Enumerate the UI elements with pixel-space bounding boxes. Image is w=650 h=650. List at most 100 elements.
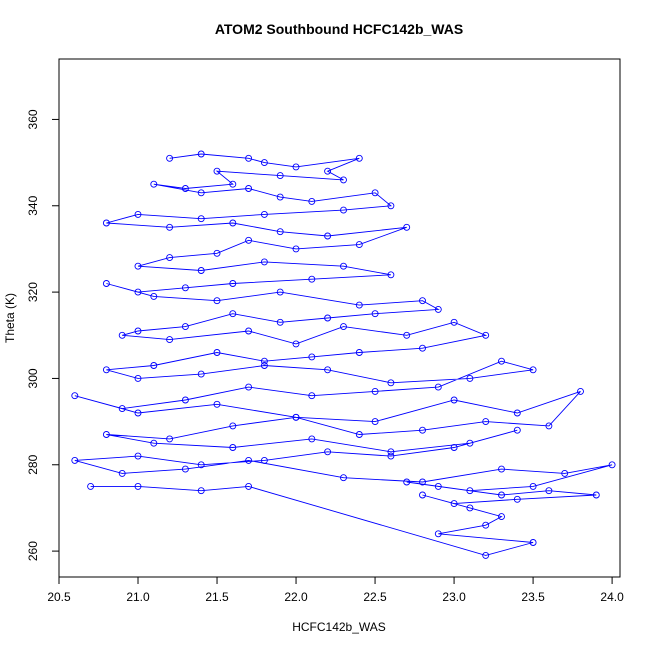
data-point <box>213 249 221 257</box>
data-point <box>260 210 268 218</box>
data-point <box>371 387 379 395</box>
data-point <box>419 344 426 352</box>
data-point <box>498 465 505 473</box>
data-point <box>260 362 268 369</box>
data-point <box>355 241 363 249</box>
data-point <box>292 245 300 253</box>
data-point <box>308 197 316 205</box>
x-tick-label: 21.0 <box>126 590 150 604</box>
data-point <box>276 288 284 296</box>
data-point <box>134 210 142 218</box>
data-point <box>181 185 189 192</box>
data-point <box>419 297 426 305</box>
data-point <box>450 500 458 508</box>
data-point <box>71 392 79 400</box>
y-axis-label: Theta (K) <box>3 293 17 343</box>
data-point <box>403 478 411 486</box>
x-tick-label: 22.0 <box>284 590 308 604</box>
data-point <box>134 482 142 490</box>
y-tick-label: 300 <box>26 368 40 388</box>
data-point <box>387 448 395 456</box>
data-point <box>324 167 332 175</box>
data-point <box>450 444 458 451</box>
data-point <box>134 374 142 382</box>
data-point <box>181 465 189 473</box>
data-point <box>355 431 363 438</box>
data-point <box>577 387 584 395</box>
data-point <box>229 444 237 451</box>
data-point <box>529 482 537 490</box>
data-point <box>150 362 158 369</box>
data-point <box>213 400 221 408</box>
data-point <box>592 491 600 499</box>
data-point <box>419 426 426 434</box>
data-point <box>466 374 474 382</box>
data-point <box>340 176 347 184</box>
data-point <box>118 331 126 339</box>
data-point <box>245 482 253 490</box>
x-tick-label: 21.5 <box>205 590 229 604</box>
data-point <box>308 435 316 443</box>
data-point <box>181 284 189 292</box>
data-point <box>513 495 521 503</box>
y-tick-label: 360 <box>26 109 40 129</box>
chart-title: ATOM2 Southbound HCFC142b_WAS <box>215 21 463 37</box>
data-point <box>229 280 237 287</box>
data-series <box>71 150 616 559</box>
data-point <box>387 271 395 279</box>
data-point <box>324 314 332 322</box>
data-point <box>260 258 268 266</box>
data-point <box>181 323 189 331</box>
data-point <box>276 228 284 236</box>
x-axis-label: HCFC142b_WAS <box>292 620 386 634</box>
data-point <box>229 422 237 430</box>
data-point <box>118 405 126 413</box>
data-point <box>371 310 379 318</box>
data-point <box>482 331 490 339</box>
data-point <box>213 167 221 175</box>
data-point <box>482 551 490 559</box>
data-point <box>71 456 79 464</box>
data-point <box>197 461 205 469</box>
data-point <box>324 366 332 374</box>
data-point <box>340 474 347 482</box>
x-axis: 20.5 21.0 21.5 22.0 22.5 23.0 23.5 24.0 <box>47 576 624 604</box>
data-point <box>134 327 142 335</box>
data-point <box>118 469 126 477</box>
data-point <box>260 159 268 167</box>
data-point <box>450 318 458 326</box>
data-point <box>245 327 253 335</box>
data-point <box>403 223 411 231</box>
data-point <box>529 539 537 546</box>
data-point <box>150 292 158 300</box>
data-point <box>245 383 253 391</box>
plot-frame <box>58 58 621 578</box>
data-point <box>371 418 379 426</box>
data-point <box>276 318 284 326</box>
data-point <box>87 482 95 490</box>
data-point <box>102 431 110 438</box>
data-point <box>498 357 505 365</box>
data-point <box>102 219 110 227</box>
data-point <box>466 487 474 495</box>
data-point <box>308 353 316 361</box>
data-point <box>260 357 268 365</box>
data-point <box>545 422 553 430</box>
data-point <box>166 223 174 231</box>
data-point <box>181 396 189 404</box>
data-point <box>150 439 158 447</box>
data-point <box>513 409 521 417</box>
data-point <box>434 305 442 313</box>
data-point <box>498 513 505 521</box>
data-point <box>340 206 347 214</box>
data-point <box>387 202 395 210</box>
data-point <box>482 418 490 426</box>
y-tick-label: 280 <box>26 454 40 474</box>
data-point <box>150 180 158 188</box>
data-point <box>213 297 221 305</box>
data-point <box>229 310 237 318</box>
data-point <box>245 236 253 244</box>
x-tick-label: 23.5 <box>521 590 545 604</box>
x-tick-label: 22.5 <box>363 590 387 604</box>
data-point <box>545 487 553 495</box>
